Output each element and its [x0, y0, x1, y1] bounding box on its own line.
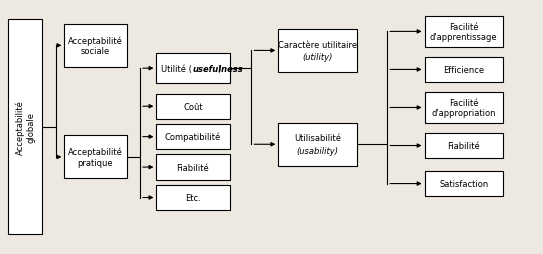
FancyBboxPatch shape — [425, 93, 503, 123]
FancyBboxPatch shape — [156, 94, 230, 119]
Text: Efficience: Efficience — [443, 66, 484, 75]
Text: (usability): (usability) — [296, 147, 338, 155]
Text: Caractère utilitaire: Caractère utilitaire — [278, 40, 357, 49]
Text: Fiabilité: Fiabilité — [447, 141, 480, 150]
FancyBboxPatch shape — [278, 30, 357, 73]
Text: Acceptabilité
sociale: Acceptabilité sociale — [68, 36, 123, 56]
Text: Compatibilité: Compatibilité — [165, 132, 221, 142]
Text: Facilité
d'appropriation: Facilité d'appropriation — [432, 98, 496, 118]
FancyBboxPatch shape — [156, 185, 230, 210]
Text: usefulness: usefulness — [192, 65, 243, 73]
FancyBboxPatch shape — [156, 155, 230, 180]
Text: Fiabilité: Fiabilité — [176, 163, 210, 172]
FancyBboxPatch shape — [8, 20, 42, 234]
FancyBboxPatch shape — [156, 54, 230, 84]
Text: Utilisabilité: Utilisabilité — [294, 134, 341, 143]
Text: Coût: Coût — [183, 102, 203, 111]
FancyBboxPatch shape — [425, 17, 503, 47]
Text: Satisfaction: Satisfaction — [439, 179, 488, 188]
Text: (utility): (utility) — [302, 53, 333, 62]
FancyBboxPatch shape — [425, 133, 503, 158]
Text: ): ) — [217, 65, 220, 73]
FancyBboxPatch shape — [64, 25, 127, 68]
Text: Acceptabilité
pratique: Acceptabilité pratique — [68, 147, 123, 167]
Text: Utilité (: Utilité ( — [161, 65, 192, 73]
Text: Acceptabilité
globale: Acceptabilité globale — [15, 100, 35, 154]
Text: Facilité
d'apprentissage: Facilité d'apprentissage — [430, 23, 497, 42]
FancyBboxPatch shape — [278, 123, 357, 166]
FancyBboxPatch shape — [64, 136, 127, 179]
FancyBboxPatch shape — [425, 171, 503, 197]
FancyBboxPatch shape — [425, 57, 503, 83]
Text: Etc.: Etc. — [185, 193, 201, 202]
FancyBboxPatch shape — [156, 124, 230, 150]
